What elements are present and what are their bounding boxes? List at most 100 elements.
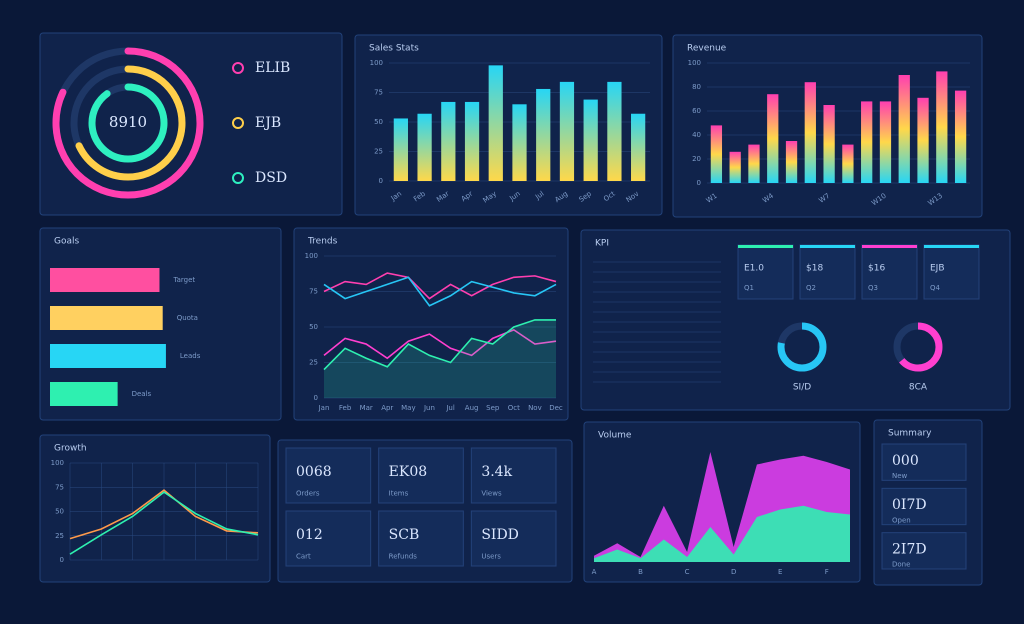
card (861, 244, 918, 300)
y-tick-label: 50 (309, 323, 318, 331)
stat-box (881, 487, 967, 526)
x-tick-label: A (592, 568, 597, 576)
bar-label: Leads (180, 352, 201, 360)
stat-box (881, 532, 967, 570)
panel-title: Sales Stats (369, 44, 419, 54)
line (69, 491, 259, 555)
x-tick-label: Sep (486, 404, 500, 412)
x-tick-label: C (685, 568, 690, 576)
y-tick-label: 50 (374, 118, 383, 126)
x-tick-label: D (731, 568, 736, 576)
card-value: E1.0 (744, 264, 764, 274)
donut-arc (777, 322, 827, 372)
card-label: Q1 (744, 284, 754, 292)
bar (936, 71, 948, 183)
panel-title: Growth (54, 444, 87, 454)
card-label: Q4 (930, 284, 941, 292)
x-tick-label: Jan (318, 404, 330, 412)
panel-title: Volume (598, 431, 632, 441)
x-tick-label: Aug (465, 404, 479, 412)
stat-label: Refunds (389, 552, 418, 560)
ring-arc (88, 83, 168, 163)
stat-label: Done (892, 561, 910, 569)
stat-label: New (892, 472, 908, 480)
x-tick-label: Jul (445, 404, 455, 412)
y-tick-label: 0 (697, 179, 701, 187)
bar (842, 144, 854, 183)
bar (804, 82, 816, 183)
panel (39, 434, 271, 583)
card-value: EJB (930, 264, 945, 274)
bar (917, 97, 929, 183)
card (799, 244, 856, 300)
y-tick-label: 100 (51, 459, 64, 467)
area (594, 505, 850, 562)
line (323, 276, 557, 307)
card-accent (738, 245, 793, 248)
legend-label: DSD (255, 170, 287, 186)
stat-box (378, 447, 464, 504)
x-tick-label: May (401, 404, 415, 412)
card-accent (862, 245, 917, 248)
x-tick-label: Oct (508, 404, 520, 412)
bar (583, 99, 598, 181)
bar (50, 382, 118, 406)
x-tick-label: B (638, 568, 643, 576)
stat-value: 012 (296, 527, 323, 543)
stat-value: EK08 (389, 464, 428, 480)
ring-center: 8910 (109, 113, 147, 131)
stat-label: Users (481, 552, 501, 560)
panel-title: Summary (888, 429, 932, 439)
bar (464, 101, 480, 181)
x-tick-label: F (825, 568, 829, 576)
y-tick-label: 0 (60, 556, 64, 564)
bar (417, 113, 432, 181)
stat-value: 3.4k (481, 464, 512, 480)
line (323, 272, 557, 300)
legend-dot (232, 172, 244, 184)
donut-label: SI/D (793, 383, 811, 393)
bar (879, 101, 892, 183)
line (323, 319, 556, 371)
y-tick-label: 75 (55, 483, 64, 491)
bar (631, 113, 646, 181)
stat-label: Items (389, 489, 409, 497)
bar (441, 101, 456, 181)
bar (898, 75, 910, 183)
card-label: Q3 (868, 284, 878, 292)
stat-box (470, 447, 557, 504)
y-tick-label: 25 (55, 532, 64, 540)
y-tick-label: 75 (309, 288, 318, 296)
stat-value: 0068 (296, 464, 332, 480)
donut-label: 8CA (909, 383, 928, 393)
bar (767, 94, 779, 183)
y-tick-label: 0 (314, 394, 318, 402)
bar (710, 125, 723, 183)
bar (954, 90, 967, 183)
y-tick-label: 50 (55, 508, 64, 516)
stat-box (285, 510, 372, 567)
y-tick-label: 80 (692, 83, 701, 91)
card (923, 244, 980, 300)
legend-dot (232, 117, 244, 129)
stat-label: Cart (296, 552, 311, 560)
card-label: Q2 (806, 284, 816, 292)
donut-arc (893, 322, 943, 372)
stat-box (881, 443, 967, 481)
stat-box (285, 447, 372, 504)
panel (293, 227, 569, 421)
y-tick-label: 60 (692, 107, 701, 115)
stat-label: Views (481, 489, 502, 497)
bar (50, 306, 163, 330)
ring-arc (52, 47, 204, 199)
line (323, 328, 557, 360)
x-tick-label: Apr (381, 404, 393, 412)
panel (39, 32, 343, 216)
panel-title: KPI (595, 239, 609, 249)
bar-label: Target (172, 276, 195, 284)
bar (607, 81, 622, 181)
legend-dot (232, 62, 244, 74)
stat-value: SIDD (481, 527, 519, 543)
